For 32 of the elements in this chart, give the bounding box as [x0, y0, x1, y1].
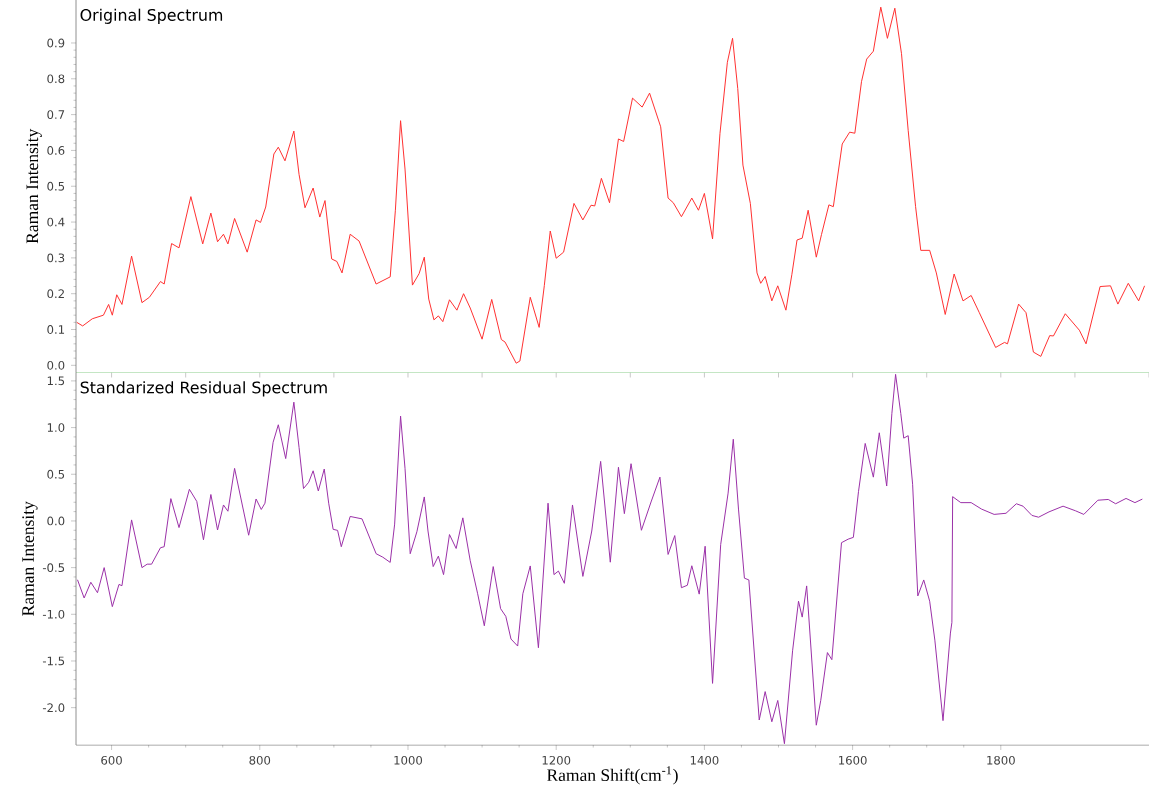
y-tick-label: 0.0	[47, 360, 65, 370]
y-axis-title: Raman Intensity	[22, 501, 38, 616]
y-tick-label: 0.0	[47, 516, 65, 526]
y-tick-label: 0.6	[47, 146, 65, 155]
y-axis-title: Raman Intensity	[26, 128, 42, 244]
y-tick-label: 1.0	[47, 423, 65, 432]
y-tick-label: 0.3	[47, 253, 65, 263]
line-series	[76, 373, 1143, 745]
y-tick-label: 0.4	[47, 217, 65, 227]
y-tick-label: -1.0	[42, 609, 65, 619]
y-tick-label: 0.2	[47, 289, 64, 299]
y-tick-label: 0.9	[47, 38, 65, 48]
x-tick-label: 1000	[394, 755, 423, 765]
y-tick-label: 1.5	[47, 376, 65, 386]
line-series	[76, 6, 1146, 364]
text: Original Spectrum	[80, 8, 223, 24]
x-tick-label: 1400	[690, 755, 719, 765]
y-tick-label: 0.8	[47, 74, 65, 84]
x-tick-label: 1800	[987, 755, 1015, 765]
y-tick-label: 0.1	[47, 325, 65, 334]
text: Standarized Residual Spectrum	[80, 381, 327, 397]
y-tick-label: 0.7	[47, 110, 65, 120]
y-tick-label: -1.5	[42, 656, 65, 666]
x-tick-label: 1600	[839, 755, 867, 765]
x-tick-label: 1200	[542, 755, 571, 765]
x-axis-title: Raman Shift(cm$^{-1}$)	[546, 766, 678, 785]
x-tick-label: 800	[249, 755, 271, 765]
x-tick-label: 600	[101, 755, 122, 765]
y-tick-label: -2.0	[42, 703, 65, 713]
y-tick-label: -0.5	[42, 563, 65, 573]
y-tick-label: 0.5	[47, 181, 65, 191]
y-tick-label: 0.5	[47, 469, 65, 479]
